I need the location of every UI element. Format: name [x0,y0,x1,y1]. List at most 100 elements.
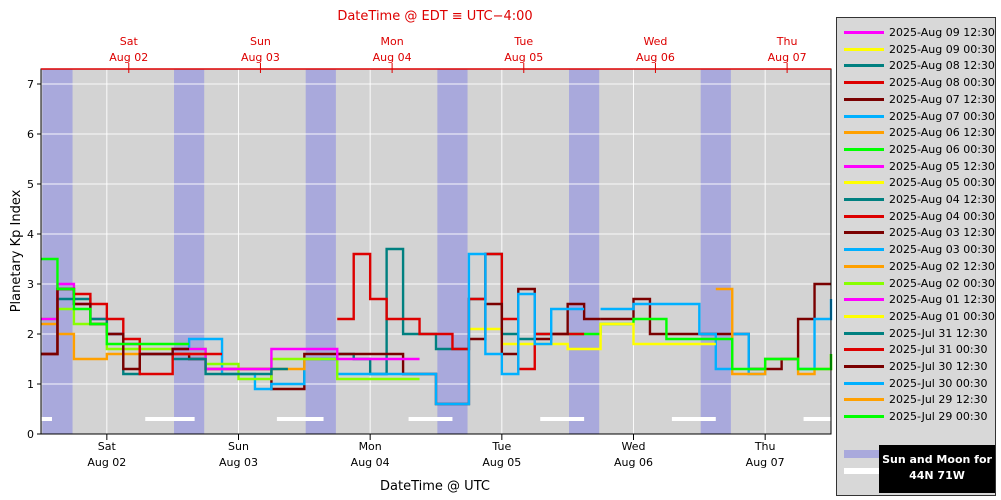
series-line [337,252,585,371]
legend-item: 2025-Jul 29 00:30 [837,409,997,425]
moon-bar [803,417,831,421]
legend-label: 2025-Aug 05 12:30 [889,159,995,173]
top-tick-day: Tue [513,35,533,48]
legend-night-band-swatch [844,450,880,458]
legend-swatch [844,264,884,268]
moon-bar [671,417,716,421]
y-tick-label: 7 [27,78,34,91]
y-axis-label: Planetary Kp Index [9,189,24,312]
legend-item: 2025-Aug 02 12:30 [837,259,997,275]
moon-bar [41,417,52,421]
y-tick-label: 0 [27,428,34,441]
legend-item: 2025-Aug 04 00:30 [837,209,997,225]
legend-label: 2025-Aug 02 00:30 [889,276,995,290]
legend-label: 2025-Aug 08 12:30 [889,59,995,73]
x-tick-date: Aug 02 [87,456,126,469]
night-band [42,69,73,434]
legend-label: 2025-Aug 03 12:30 [889,226,995,240]
legend-label: 2025-Aug 04 12:30 [889,193,995,206]
legend-swatch [844,248,884,252]
sun-moon-line1: Sun and Moon for [882,453,992,466]
legend-swatch [844,348,884,352]
y-tick-label: 2 [27,328,34,341]
moon-bar [540,417,585,421]
legend-item: 2025-Aug 09 00:30 [837,42,997,58]
legend-swatch [844,47,884,51]
legend-item: 2025-Aug 04 12:30 [837,192,997,208]
x-tick-date: Aug 05 [482,456,521,469]
x-tick-day: Mon [359,440,382,453]
legend-label: 2025-Aug 06 00:30 [889,142,995,156]
legend-swatch [844,415,884,419]
axes: 0 1 2 3 4 5 6 7 Sat Aug 02 Sun Aug 03 Mon Aug 04 Tue Au… [27,35,832,469]
legend-item: 2025-Jul 30 12:30 [837,359,997,375]
top-tick-date: Aug 02 [109,51,148,64]
x-tick-date: Aug 03 [219,456,258,469]
series-lines [41,247,833,406]
legend-swatch [844,231,884,235]
legend: 2025-Aug 09 12:30 2025-Aug 09 00:30 2025-A… [836,17,996,496]
x-tick-day: Tue [491,440,511,453]
legend-item: 2025-Jul 31 00:30 [837,342,997,358]
legend-label: 2025-Aug 03 00:30 [889,243,995,257]
legend-swatch [844,331,884,335]
legend-label: 2025-Aug 06 12:30 [889,126,995,140]
night-bands [42,69,731,434]
legend-label: 2025-Aug 09 00:30 [889,42,995,56]
sun-moon-line2: 44N 71W [909,469,965,482]
legend-item: 2025-Aug 03 00:30 [837,242,997,258]
legend-swatch [844,81,884,85]
legend-item: 2025-Aug 09 12:30 [837,25,997,41]
legend-label: 2025-Jul 29 00:30 [889,410,988,424]
moon-bar [145,417,195,421]
legend-moon-bar-swatch [844,468,880,474]
legend-label: 2025-Aug 07 12:30 [889,92,995,106]
night-band [305,69,336,434]
legend-swatch [844,31,884,34]
y-tick-label: 4 [27,228,34,241]
x-tick-date: Aug 06 [614,456,653,469]
legend-swatch [844,298,884,302]
night-band [700,69,731,434]
y-tick-label: 1 [27,378,34,391]
legend-swatch [844,131,884,135]
legend-label: 2025-Aug 05 00:30 [889,176,995,190]
moon-bars [41,417,831,421]
legend-label: 2025-Aug 09 12:30 [889,26,995,39]
legend-label: 2025-Jul 31 12:30 [889,326,988,340]
legend-label: 2025-Aug 08 00:30 [889,76,995,90]
night-band [174,69,205,434]
legend-item: 2025-Aug 02 00:30 [837,276,997,292]
y-tick-label: 5 [27,178,34,191]
legend-label: 2025-Jul 30 00:30 [889,376,988,390]
legend-item: 2025-Aug 06 12:30 [837,125,997,141]
top-tick-day: Thu [776,35,798,48]
legend-item: 2025-Jul 30 00:30 [837,376,997,392]
legend-swatch [844,97,884,101]
night-band [437,69,468,434]
legend-label: 2025-Aug 01 12:30 [889,293,995,307]
moon-bar [276,417,324,421]
legend-swatch [844,114,884,118]
top-tick-day: Wed [643,35,667,48]
series-line [41,257,190,346]
legend-swatch [844,398,884,402]
night-band [569,69,600,434]
sun-moon-location-box: Sun and Moon for 44N 71W [879,445,995,493]
legend-label: 2025-Jul 30 12:30 [889,360,988,373]
top-tick-date: Aug 07 [768,51,807,64]
legend-label: 2025-Aug 07 00:30 [889,109,995,123]
y-tick-label: 6 [27,128,34,141]
x-tick-date: Aug 04 [351,456,390,469]
legend-item: 2025-Aug 01 00:30 [837,309,997,325]
x-tick-day: Thu [754,440,776,453]
legend-item: 2025-Aug 06 00:30 [837,142,997,158]
legend-swatch [844,365,884,368]
legend-item: 2025-Aug 01 12:30 [837,292,997,308]
legend-item: 2025-Aug 03 12:30 [837,225,997,241]
legend-item: 2025-Aug 08 00:30 [837,75,997,91]
legend-item: 2025-Jul 29 12:30 [837,392,997,408]
top-tick-day: Mon [381,35,404,48]
